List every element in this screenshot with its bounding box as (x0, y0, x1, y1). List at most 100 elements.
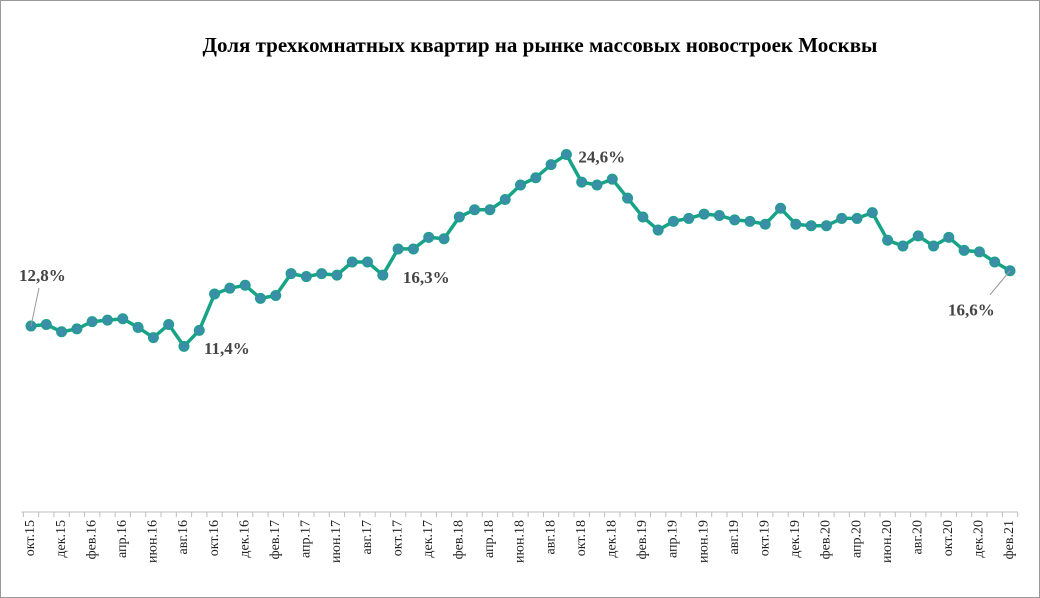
marker (683, 212, 695, 224)
marker (331, 269, 343, 281)
x-tick-label: июн.18 (513, 520, 528, 563)
marker (270, 289, 282, 301)
marker (377, 269, 389, 281)
marker (989, 256, 1001, 268)
marker (438, 233, 450, 245)
marker (744, 215, 756, 227)
value-label: 16,3% (403, 268, 450, 287)
marker (943, 231, 955, 243)
x-tick-label: дек.18 (605, 520, 620, 558)
x-tick-label: июн.20 (880, 520, 895, 563)
marker (86, 316, 98, 328)
marker (453, 211, 465, 223)
x-tick-label: окт.15 (23, 520, 38, 556)
marker (163, 319, 175, 331)
marker (958, 244, 970, 256)
marker (836, 212, 848, 224)
marker (637, 211, 649, 223)
x-tick-label: апр.18 (482, 520, 497, 558)
x-tick-label: дек.17 (421, 520, 436, 558)
marker (117, 313, 129, 325)
x-tick-label: авг.17 (360, 520, 375, 555)
x-tick-label: апр.16 (115, 520, 130, 558)
x-tick-label: дек.20 (972, 520, 987, 558)
marker (882, 234, 894, 246)
x-tick-label: авг.16 (176, 520, 191, 555)
marker (805, 220, 817, 232)
x-tick-label: дек.15 (54, 520, 69, 558)
x-tick-label: окт.18 (574, 520, 589, 556)
marker (820, 220, 832, 232)
marker (40, 319, 52, 331)
marker (790, 218, 802, 230)
marker (56, 326, 68, 338)
x-tick-label: фев.16 (84, 520, 99, 559)
x-tick-label: авг.19 (727, 520, 742, 555)
marker (515, 179, 526, 191)
marker (622, 192, 634, 204)
marker (606, 173, 618, 185)
marker (224, 282, 236, 294)
marker (346, 256, 358, 268)
marker (591, 179, 603, 191)
x-tick-label: фев.19 (635, 520, 650, 559)
marker (499, 194, 511, 206)
marker (759, 218, 771, 230)
label-leader (989, 270, 1011, 296)
x-tick-label: фев.18 (452, 520, 467, 559)
marker (851, 212, 863, 224)
x-tick-label: фев.20 (819, 520, 834, 559)
x-tick-label: окт.17 (390, 520, 405, 556)
x-tick-label: фев.17 (268, 520, 283, 559)
x-tick-label: апр.20 (849, 520, 864, 558)
x-tick-label: апр.17 (299, 520, 314, 558)
marker (713, 210, 725, 222)
marker (652, 224, 664, 236)
x-tick-label: авг.20 (910, 520, 925, 555)
marker (392, 243, 404, 255)
x-tick-label: апр.19 (666, 520, 681, 558)
marker (530, 172, 542, 184)
value-label: 11,4% (204, 339, 250, 358)
marker (729, 214, 741, 226)
marker (147, 332, 159, 344)
marker (545, 159, 557, 171)
marker (300, 271, 312, 283)
marker (209, 288, 221, 300)
marker (362, 256, 374, 268)
marker (178, 340, 190, 352)
value-label: 12,8% (19, 266, 66, 285)
marker (101, 314, 113, 326)
label-leader (30, 287, 40, 327)
x-tick-label: окт.19 (757, 520, 772, 556)
marker (698, 208, 710, 220)
marker (423, 231, 435, 243)
x-tick-label: июн.17 (329, 520, 344, 563)
marker (316, 268, 328, 280)
x-tick-label: июн.19 (696, 520, 711, 563)
x-tick-label: окт.16 (207, 520, 222, 556)
marker (484, 204, 496, 216)
x-tick-label: авг.18 (543, 520, 558, 555)
marker (912, 230, 924, 242)
marker (193, 324, 205, 336)
value-label: 16,6% (948, 301, 995, 320)
marker (71, 323, 83, 335)
marker (407, 243, 419, 255)
marker (667, 215, 679, 227)
marker (285, 268, 297, 280)
value-label: 24,6% (578, 147, 625, 166)
marker (576, 176, 588, 188)
x-tick-label: фев.21 (1002, 520, 1017, 559)
x-tick-label: дек.16 (237, 520, 252, 558)
marker (254, 292, 266, 304)
marker (928, 240, 940, 252)
marker (239, 279, 251, 291)
marker (866, 207, 878, 219)
x-tick-label: июн.16 (146, 520, 161, 563)
marker (560, 148, 572, 160)
x-tick-label: окт.20 (941, 520, 956, 556)
marker (775, 202, 787, 214)
